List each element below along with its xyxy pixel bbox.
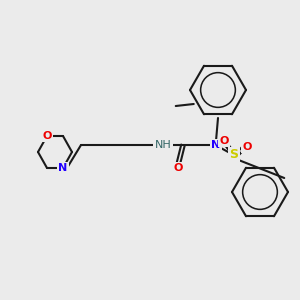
Text: O: O [173,163,183,173]
Text: N: N [212,140,220,150]
Text: NH: NH [154,140,171,150]
Text: O: O [242,142,252,152]
Text: O: O [42,131,52,141]
Text: S: S [230,148,238,161]
Text: N: N [58,163,68,173]
Text: O: O [219,136,229,146]
